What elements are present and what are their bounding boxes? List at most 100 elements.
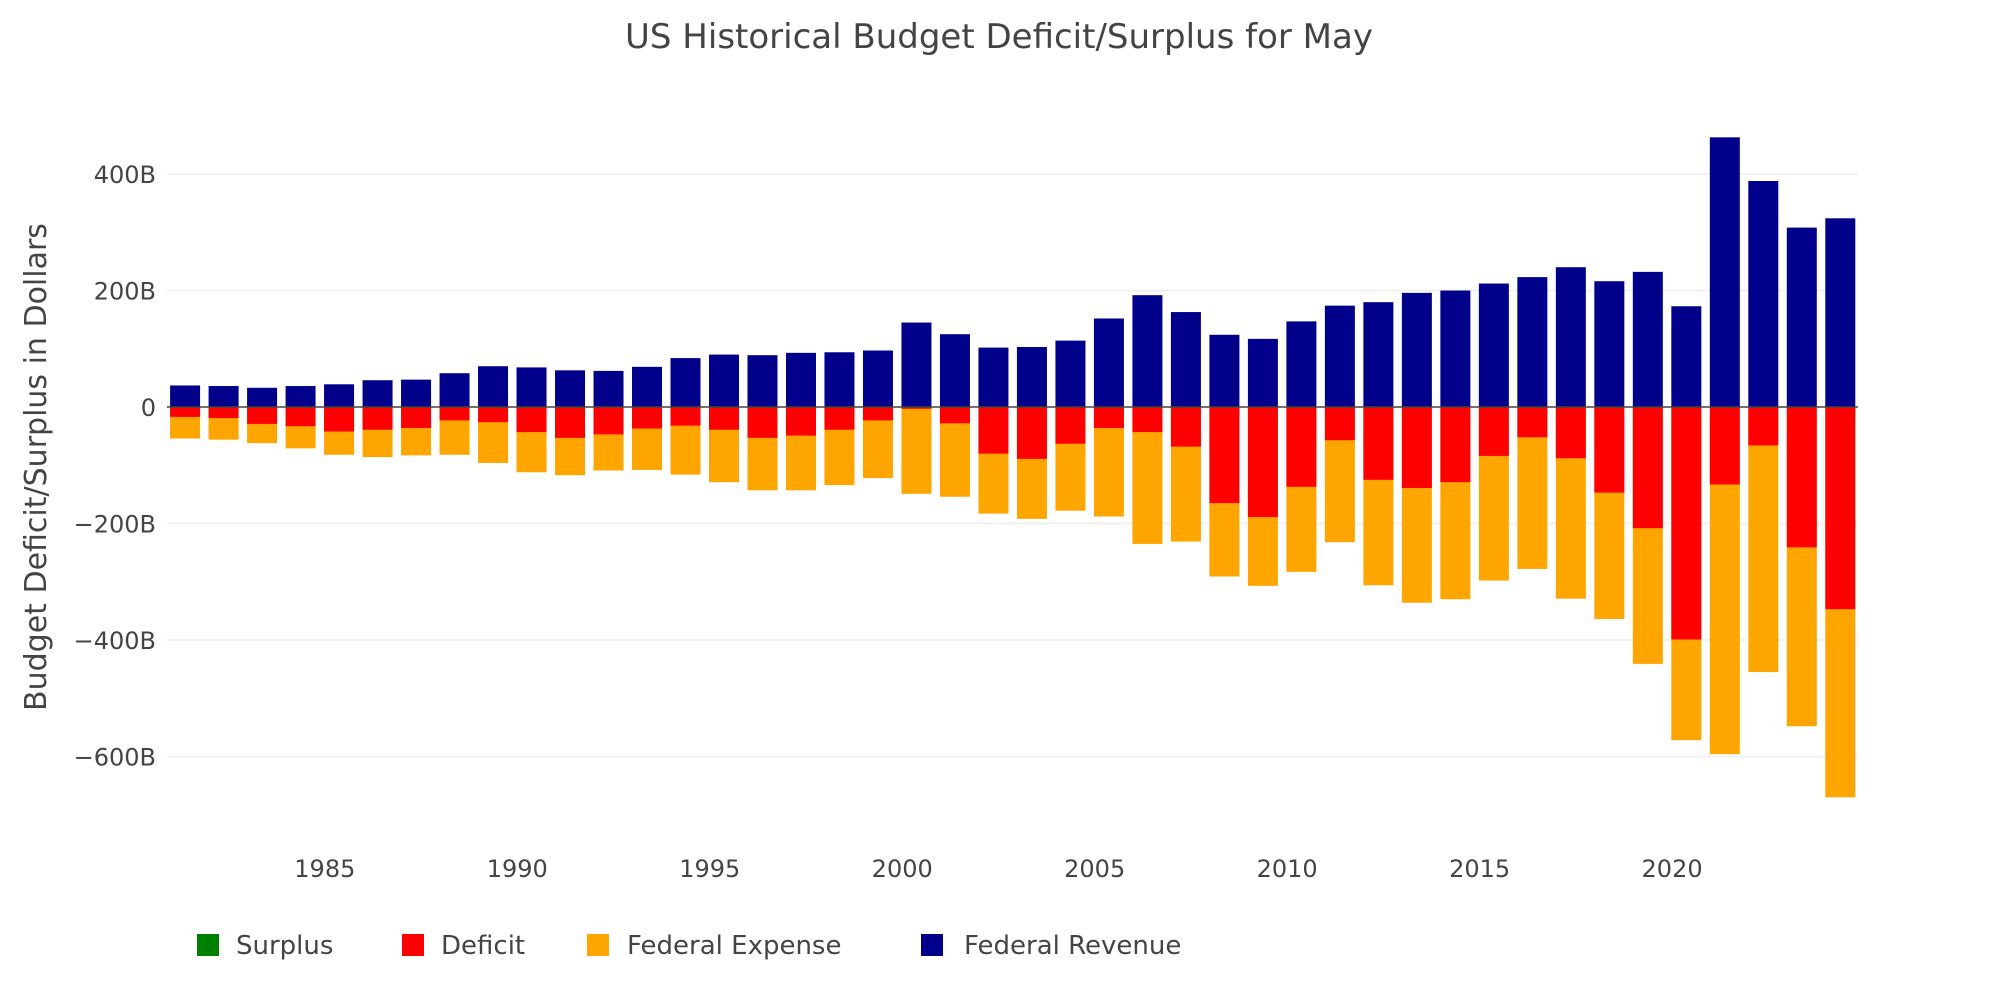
x-tick-label: 1995 [679, 855, 740, 883]
bar-federal-revenue-1998 [824, 352, 855, 408]
bar-federal-revenue-2023 [1786, 227, 1817, 408]
bar-federal-revenue-2002 [978, 347, 1009, 408]
bar-deficit-1988 [439, 407, 470, 421]
bar-federal-revenue-1982 [208, 386, 239, 408]
bar-deficit-1993 [632, 407, 663, 429]
bar-federal-revenue-1996 [747, 355, 778, 408]
bar-federal-revenue-2013 [1401, 292, 1432, 408]
legend-label-deficit: Deficit [441, 931, 525, 961]
bar-deficit-2022 [1748, 407, 1779, 446]
bar-federal-revenue-2000 [901, 322, 932, 408]
legend: Surplus Deficit Federal Expense Federal Rev… [197, 931, 1181, 961]
bar-federal-revenue-2019 [1632, 271, 1663, 408]
bar-deficit-1986 [362, 407, 393, 430]
bar-deficit-2009 [1247, 407, 1278, 518]
bar-deficit-2020 [1671, 407, 1702, 640]
x-tick-label: 2020 [1642, 855, 1703, 883]
bar-deficit-2018 [1594, 407, 1625, 493]
bar-deficit-2005 [1093, 407, 1124, 428]
x-tick-label: 2005 [1064, 855, 1125, 883]
bar-deficit-2004 [1055, 407, 1086, 444]
bar-federal-revenue-2001 [939, 334, 970, 408]
bar-federal-revenue-1989 [478, 366, 509, 408]
bar-federal-revenue-1988 [439, 373, 470, 408]
bar-deficit-2019 [1632, 407, 1663, 529]
bar-federal-revenue-2011 [1324, 305, 1355, 408]
bar-federal-revenue-2020 [1671, 306, 1702, 408]
bar-deficit-1987 [401, 407, 432, 428]
bar-federal-revenue-2008 [1209, 334, 1240, 408]
bar-federal-revenue-2018 [1594, 281, 1625, 408]
legend-label-federal-expense: Federal Expense [627, 931, 841, 961]
bar-deficit-1981 [170, 407, 201, 417]
legend-label-federal-revenue: Federal Revenue [964, 931, 1181, 961]
bar-federal-expense-2022 [1748, 407, 1779, 673]
bar-deficit-1994 [670, 407, 701, 426]
bar-federal-revenue-2024 [1825, 218, 1856, 408]
bar-federal-revenue-2021 [1709, 137, 1740, 408]
bar-deficit-2014 [1440, 407, 1471, 483]
bar-deficit-2007 [1170, 407, 1201, 447]
bar-federal-revenue-2016 [1517, 277, 1548, 408]
bar-deficit-2000 [901, 407, 932, 409]
bar-deficit-2015 [1478, 407, 1509, 456]
legend-swatch-federal-revenue [921, 934, 943, 956]
x-tick-label: 2000 [872, 855, 933, 883]
bar-federal-revenue-2007 [1170, 312, 1201, 408]
bar-deficit-1996 [747, 407, 778, 438]
bar-deficit-1995 [708, 407, 739, 430]
bars [170, 137, 1856, 798]
bar-deficit-1989 [478, 407, 509, 423]
bar-deficit-1983 [247, 407, 278, 424]
y-tick-label: −400B [74, 627, 156, 655]
bar-deficit-2017 [1555, 407, 1586, 459]
chart-title: US Historical Budget Deficit/Surplus for… [625, 17, 1373, 57]
bar-federal-revenue-1985 [324, 384, 355, 408]
bar-deficit-1998 [824, 407, 855, 430]
y-tick-label: −200B [74, 511, 156, 539]
bar-deficit-2010 [1286, 407, 1317, 487]
bar-deficit-1990 [516, 407, 547, 433]
bar-deficit-2016 [1517, 407, 1548, 438]
bar-federal-revenue-1999 [862, 350, 893, 408]
y-axis-title: Budget Deficit/Surplus in Dollars [19, 223, 54, 711]
legend-label-surplus: Surplus [236, 931, 333, 961]
bar-federal-revenue-1997 [785, 352, 816, 408]
bar-deficit-2013 [1401, 407, 1432, 488]
bar-federal-revenue-2014 [1440, 290, 1471, 408]
bar-deficit-1985 [324, 407, 355, 432]
y-tick-label: 200B [94, 278, 156, 306]
bar-federal-revenue-2015 [1478, 283, 1509, 408]
bar-federal-revenue-1987 [401, 379, 432, 408]
bar-deficit-2023 [1786, 407, 1817, 548]
bar-deficit-2021 [1709, 407, 1740, 485]
bar-deficit-2006 [1132, 407, 1163, 433]
bar-federal-revenue-1981 [170, 385, 201, 408]
x-tick-label: 2010 [1257, 855, 1318, 883]
bar-federal-revenue-1991 [555, 370, 586, 408]
bar-federal-revenue-1984 [285, 386, 316, 408]
bar-federal-revenue-2010 [1286, 321, 1317, 408]
bar-deficit-2003 [1016, 407, 1047, 459]
bar-federal-revenue-1994 [670, 358, 701, 408]
x-tick-labels: 1985 1990 1995 2000 2005 2010 2015 2020 [294, 855, 1702, 883]
bar-federal-revenue-2017 [1555, 267, 1586, 408]
bar-federal-revenue-1992 [593, 370, 624, 408]
bar-federal-expense-2000 [901, 407, 932, 494]
x-tick-label: 1990 [487, 855, 548, 883]
bar-federal-revenue-2022 [1748, 181, 1779, 408]
bar-deficit-2001 [939, 407, 970, 424]
bar-deficit-2011 [1324, 407, 1355, 441]
bar-federal-revenue-2012 [1363, 302, 1394, 408]
x-tick-label: 2015 [1449, 855, 1510, 883]
bar-deficit-1997 [785, 407, 816, 436]
bar-deficit-2002 [978, 407, 1009, 454]
y-tick-labels: 400B 200B 0 −200B −400B −600B [74, 161, 156, 771]
y-tick-label: −600B [74, 744, 156, 772]
y-tick-label: 0 [141, 394, 156, 422]
x-tick-label: 1985 [294, 855, 355, 883]
bar-deficit-2024 [1825, 407, 1856, 610]
bar-deficit-1999 [862, 407, 893, 421]
bar-federal-revenue-2009 [1247, 338, 1278, 408]
